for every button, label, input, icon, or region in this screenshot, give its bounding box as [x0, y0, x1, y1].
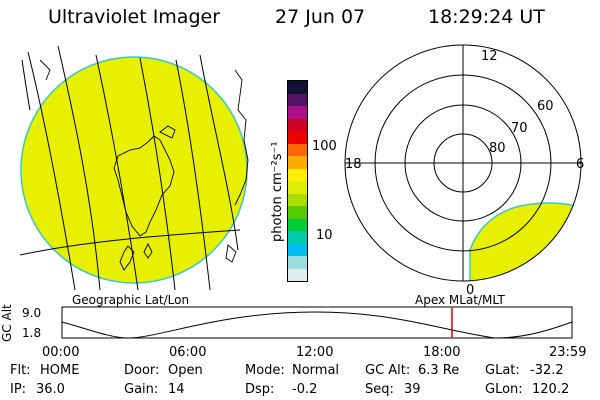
colorbar-segment [288, 106, 307, 119]
timeline-ytick-min: 1.8 [22, 326, 42, 340]
colorbar-segment [288, 156, 307, 169]
status-mode-label: Mode: [245, 363, 285, 378]
colorbar-segment [288, 93, 307, 106]
lat-label-60: 60 [537, 99, 554, 114]
coastline [39, 59, 249, 271]
mlt-label-6: 6 [576, 157, 584, 172]
status-glon-value: 120.2 [532, 382, 570, 397]
lat-label-80: 80 [489, 141, 506, 156]
colorbar-segment [288, 268, 307, 281]
geo-map-caption: Geographic Lat/Lon [72, 293, 190, 307]
polar-plot-caption: Apex MLat/MLT [415, 293, 505, 307]
mlt-label-18: 18 [345, 157, 362, 172]
timeline-axis-label: GC Alt [0, 304, 14, 342]
colorbar [287, 80, 308, 282]
status-door-value: Open [168, 363, 203, 378]
timeline-xtick-2359: 23:59 [549, 345, 587, 360]
observation-date: 27 Jun 07 [275, 6, 366, 28]
colorbar-segment [288, 143, 307, 156]
status-flt-label: Flt: [10, 363, 31, 378]
mlt-label-0: 0 [466, 283, 474, 298]
timeline-xtick-0600: 06:00 [169, 345, 207, 360]
status-mode-value: Normal [292, 363, 340, 378]
status-gain-label: Gain: [124, 382, 159, 397]
colorbar-segment [288, 206, 307, 219]
timeline-xtick-1200: 12:00 [296, 345, 334, 360]
colorbar-segment [288, 256, 307, 269]
status-gcalt-value: 6.3 Re [418, 363, 460, 378]
graticule [19, 45, 241, 291]
instrument-title: Ultraviolet Imager [48, 6, 221, 28]
timeline-xtick-1800: 18:00 [423, 345, 461, 360]
altitude-curve [61, 311, 573, 339]
status-flt-value: HOME [40, 363, 80, 378]
status-seq-label: Seq: [365, 382, 394, 397]
status-gcalt-label: GC Alt: [365, 363, 411, 378]
lat-label-70: 70 [511, 121, 528, 136]
colorbar-tick-100: 100 [312, 139, 337, 154]
status-glon-label: GLon: [485, 382, 523, 397]
status-ip-value: 36.0 [36, 382, 65, 397]
status-dsp-label: Dsp: [245, 382, 275, 397]
status-seq-value: 39 [404, 382, 421, 397]
colorbar-segment [288, 131, 307, 144]
colorbar-segment [288, 118, 307, 131]
colorbar-segment [288, 218, 307, 231]
colorbar-segment [288, 231, 307, 244]
mlt-label-12: 12 [481, 49, 498, 64]
status-ip-label: IP: [10, 382, 27, 397]
status-gain-value: 14 [168, 382, 185, 397]
status-glat-label: GLat: [485, 363, 520, 378]
status-glat-value: -32.2 [530, 363, 564, 378]
colorbar-segment [288, 81, 307, 94]
observation-time: 18:29:24 UT [428, 6, 545, 28]
colorbar-segment [288, 181, 307, 194]
status-door-label: Door: [124, 363, 160, 378]
timeline-ytick-max: 9.0 [22, 306, 42, 320]
colorbar-segment [288, 168, 307, 181]
colorbar-segment [288, 243, 307, 256]
colorbar-segment [288, 193, 307, 206]
status-dsp-value: -0.2 [292, 382, 318, 397]
timeline-xtick-0000: 00:00 [42, 345, 80, 360]
colorbar-tick-10: 10 [316, 228, 333, 243]
